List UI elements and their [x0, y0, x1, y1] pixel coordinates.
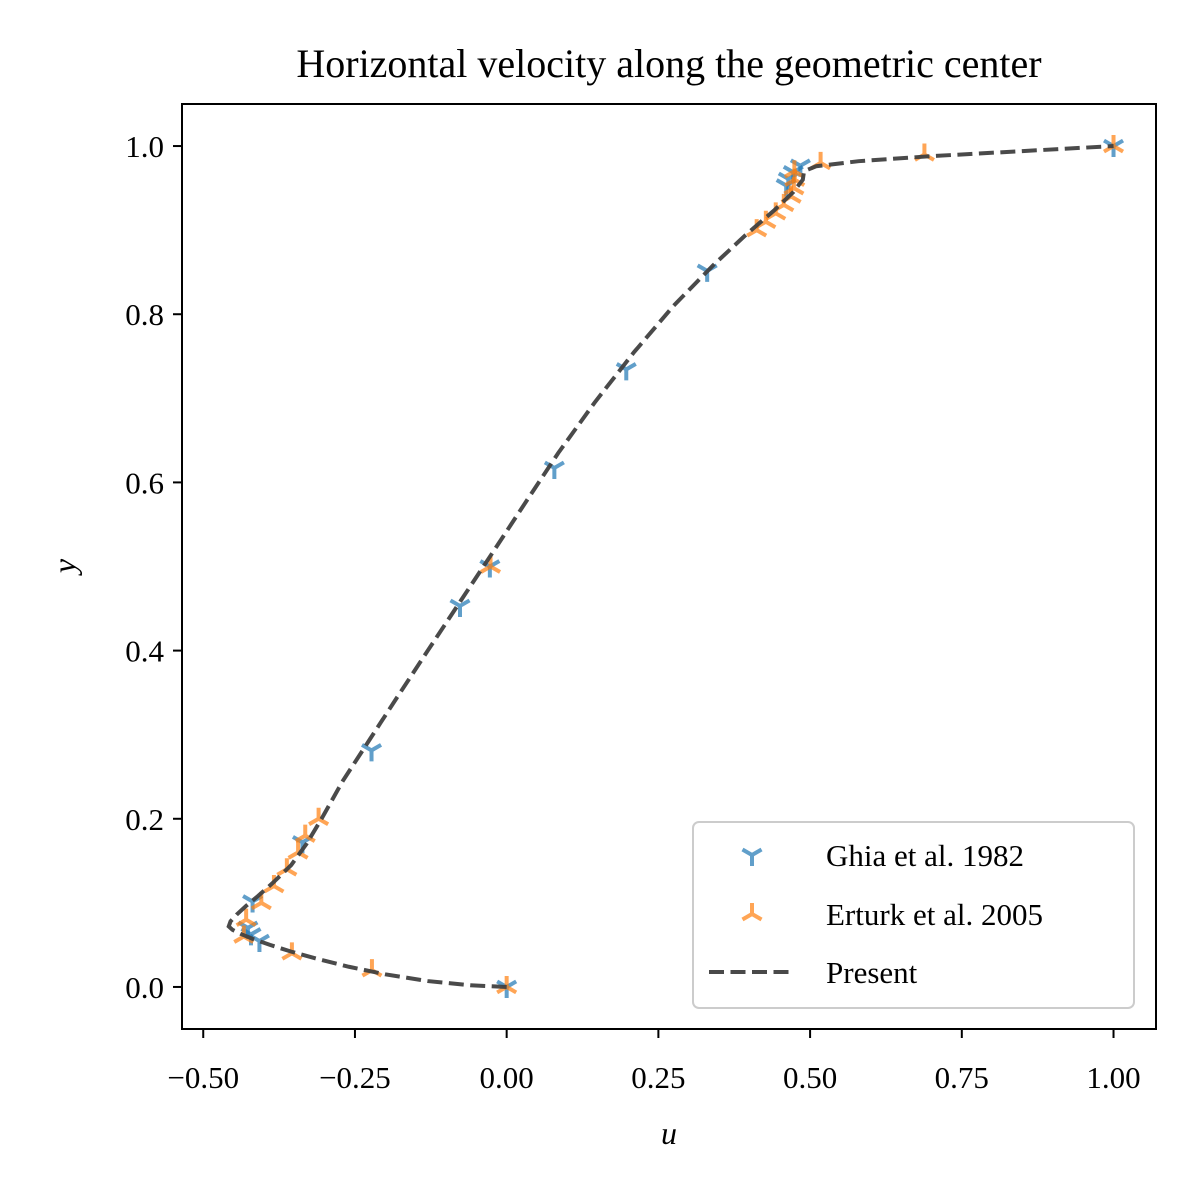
x-tick-label: 0.50 [783, 1060, 837, 1095]
plot-area [226, 135, 1125, 998]
y-axis: 0.0 0.2 0.4 0.6 0.8 1.0 [125, 129, 182, 1005]
x-tick-label: 0.25 [631, 1060, 685, 1095]
present-series-line [226, 144, 1114, 989]
legend-label: Present [826, 955, 918, 990]
y-axis-label: y [46, 558, 82, 576]
legend-entry: Present [709, 955, 918, 990]
x-tick-label: 0.00 [480, 1060, 534, 1095]
y-tick-label: 0.8 [125, 297, 164, 332]
y-tick-label: 0.0 [125, 970, 164, 1005]
x-tick-label: 1.00 [1086, 1060, 1140, 1095]
legend-marker-swatch [741, 903, 763, 922]
legend-box [692, 821, 1135, 1009]
legend-marker-swatch [741, 847, 763, 866]
x-tick-label: −0.25 [319, 1060, 391, 1095]
data-point [449, 598, 471, 617]
x-tick-label: 0.75 [935, 1060, 989, 1095]
data-point [308, 807, 330, 827]
data-point [294, 824, 316, 843]
y-tick-label: 0.6 [125, 465, 164, 500]
y-tick-label: 0.4 [125, 634, 164, 669]
x-tick-label: −0.50 [167, 1060, 239, 1095]
y-tick-label: 0.2 [125, 802, 164, 837]
plot-frame [181, 103, 1157, 1030]
legend-label: Ghia et al. 1982 [826, 838, 1024, 873]
chart-title: Horizontal velocity along the geometric … [296, 41, 1041, 86]
legend-label: Erturk et al. 2005 [826, 897, 1043, 932]
legend-entry: Ghia et al. 1982 [741, 838, 1024, 873]
legend: Ghia et al. 1982 Erturk et al. 2005 Presen… [692, 821, 1135, 1009]
data-point [235, 908, 257, 927]
x-axis: −0.50 −0.25 0.00 0.25 0.50 0.75 1.00 [167, 1029, 1141, 1095]
y-tick-label: 1.0 [125, 129, 164, 164]
x-axis-label: u [661, 1115, 677, 1151]
data-point [360, 743, 383, 762]
legend-entry: Erturk et al. 2005 [741, 897, 1043, 932]
